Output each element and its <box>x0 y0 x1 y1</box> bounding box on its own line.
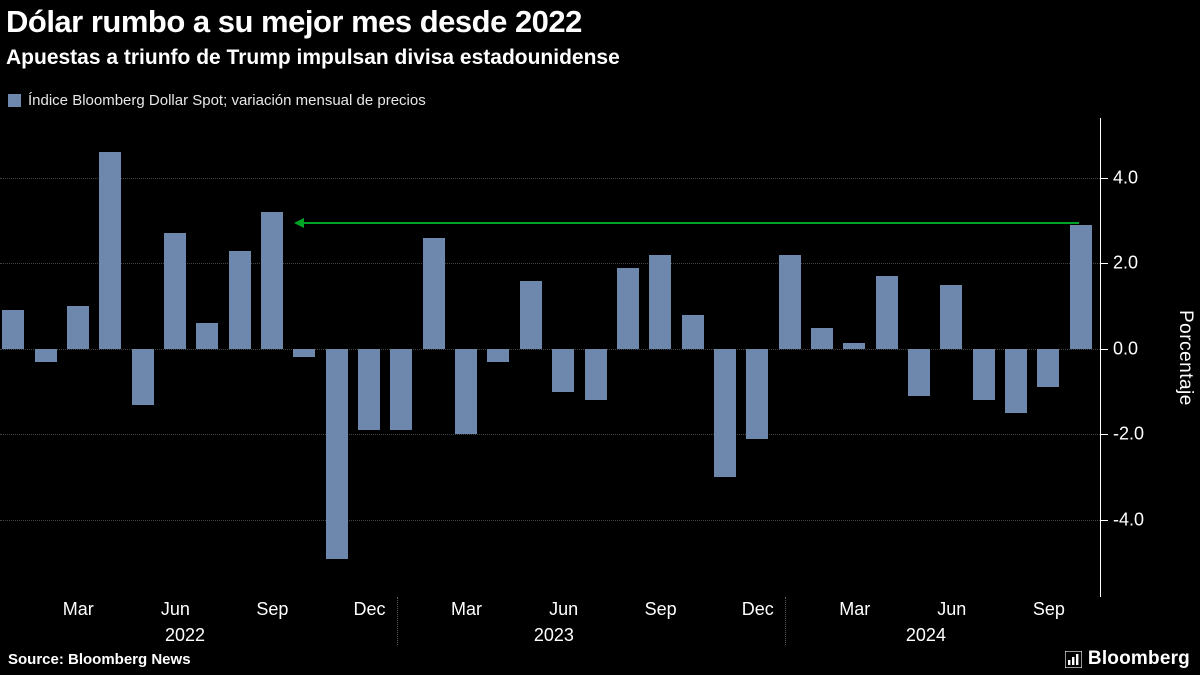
x-axis-year-label: 2023 <box>533 625 574 645</box>
y-axis-tick-label: 0.0 <box>1113 338 1139 359</box>
bar <box>293 348 316 358</box>
bar <box>422 237 445 349</box>
x-axis-month-label: Dec <box>353 599 386 619</box>
bar <box>811 327 833 349</box>
bar <box>66 306 89 349</box>
gridline <box>0 263 1100 265</box>
x-axis-month-label: Mar <box>839 599 871 619</box>
y-axis-tick-label: -2.0 <box>1113 423 1145 444</box>
bar <box>713 348 736 478</box>
x-axis-month-label: Sep <box>644 599 677 619</box>
x-axis-month-label: Jun <box>160 599 190 619</box>
source-text: Source: Bloomberg News <box>8 651 191 668</box>
bloomberg-logo: Bloomberg <box>1064 648 1190 670</box>
bar <box>1005 348 1028 414</box>
year-separator <box>785 597 787 645</box>
bar <box>908 348 931 396</box>
bar <box>649 254 672 349</box>
gridline <box>0 520 1100 522</box>
legend-swatch <box>8 94 21 107</box>
chart-area: 4.0 2.0 0.0 -2.0 -4.0 <box>0 118 1200 597</box>
legend: Índice Bloomberg Dollar Spot; variación … <box>8 92 426 109</box>
gridline <box>0 177 1100 179</box>
bar <box>196 323 219 349</box>
bar <box>875 276 898 349</box>
bar <box>261 212 283 349</box>
x-axis-month-label: Mar <box>62 599 94 619</box>
bar <box>487 348 510 362</box>
x-axis-month-label: Mar <box>451 599 483 619</box>
y-axis-tick <box>1100 434 1108 436</box>
year-separator <box>396 597 398 645</box>
x-axis-month-label: Jun <box>937 599 967 619</box>
x-axis-year-label: 2022 <box>165 625 206 645</box>
page-subtitle: Apuestas a triunfo de Trump impulsan div… <box>6 46 620 69</box>
bloomberg-logo-text: Bloomberg <box>1087 648 1190 669</box>
best-month-arrow-head <box>293 217 304 228</box>
x-axis-month-label: Dec <box>741 599 774 619</box>
y-axis-tick <box>1100 520 1108 522</box>
bar <box>131 348 154 405</box>
bar <box>325 348 348 559</box>
bar <box>99 152 122 349</box>
y-axis-line <box>1100 118 1101 597</box>
gridline <box>0 348 1100 350</box>
legend-label: Índice Bloomberg Dollar Spot; variación … <box>28 92 426 109</box>
bar <box>163 233 186 349</box>
bar <box>552 348 575 392</box>
bar <box>358 348 381 431</box>
page-title: Dólar rumbo a su mejor mes desde 2022 <box>6 4 582 39</box>
y-axis-tick-label: -4.0 <box>1113 509 1145 530</box>
bar <box>2 310 25 349</box>
x-axis-year-label: 2024 <box>905 625 946 645</box>
y-axis-tick-label: 2.0 <box>1113 252 1139 273</box>
y-axis-tick <box>1100 348 1108 350</box>
x-axis-month-label: Sep <box>1032 599 1065 619</box>
bar <box>746 348 769 439</box>
x-axis-month-label: Sep <box>256 599 289 619</box>
bar <box>519 280 542 349</box>
bar <box>972 348 995 401</box>
y-axis-tick-label: 4.0 <box>1113 167 1139 188</box>
bar <box>778 254 801 349</box>
plot-area <box>0 118 1100 597</box>
y-axis-tick <box>1100 177 1108 179</box>
gridline <box>0 434 1100 436</box>
bar <box>940 284 963 349</box>
bloomberg-logo-icon <box>1064 650 1082 668</box>
bar <box>843 342 866 349</box>
bar <box>228 250 251 349</box>
bar <box>1037 348 1060 388</box>
bar <box>616 267 639 349</box>
best-month-arrow-line <box>302 221 1079 224</box>
bar <box>681 314 704 349</box>
x-axis-labels: Mar Jun Sep Dec Mar Jun Sep Dec Mar Jun Sep 2022 202… <box>0 597 1100 653</box>
bar <box>390 348 413 431</box>
y-axis-tick <box>1100 263 1108 265</box>
bar <box>34 348 57 362</box>
bar <box>1069 224 1092 349</box>
bar <box>584 348 607 401</box>
y-axis-title: Porcentaje <box>1175 309 1196 406</box>
x-axis-month-label: Jun <box>549 599 579 619</box>
bar <box>455 348 478 435</box>
